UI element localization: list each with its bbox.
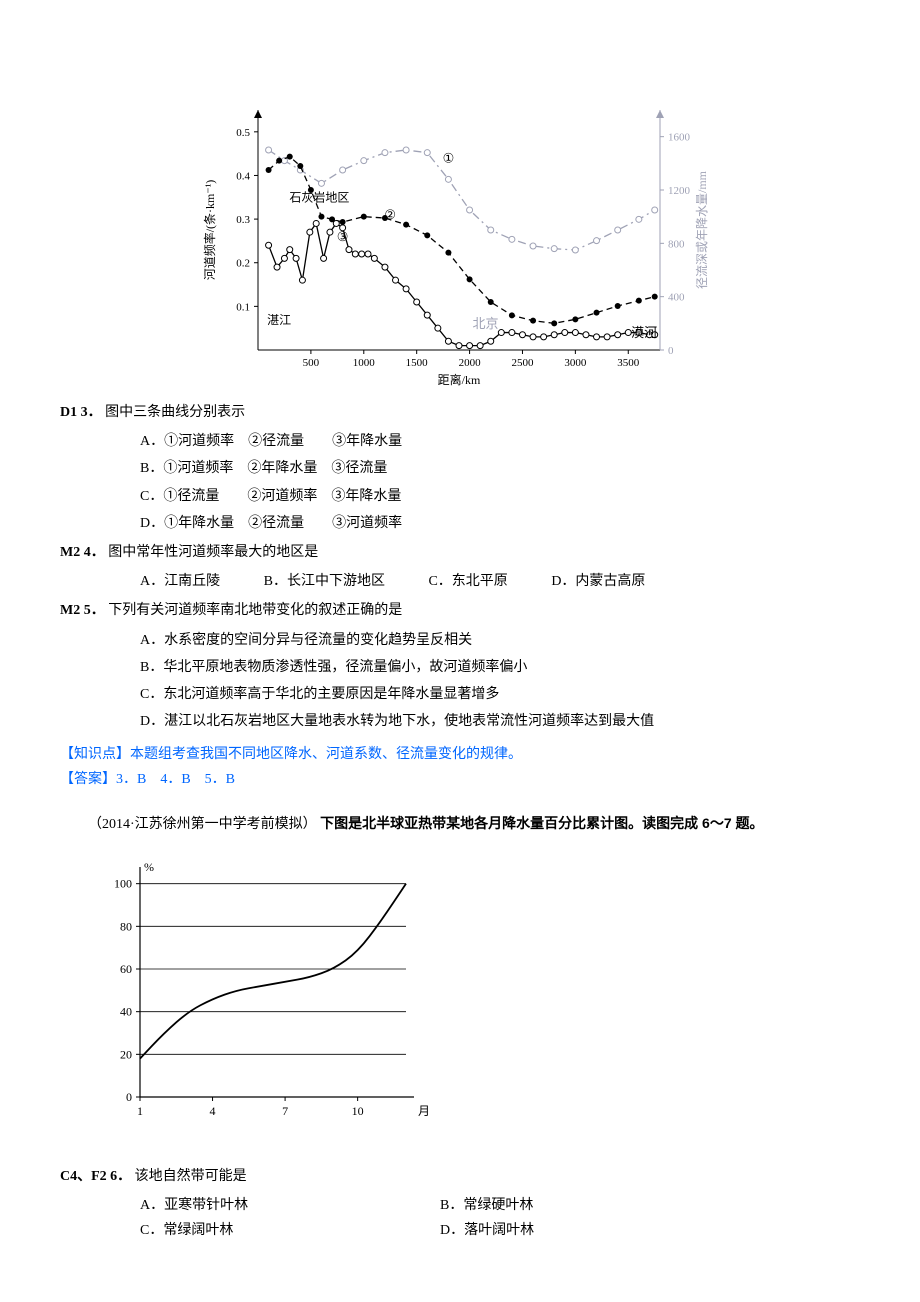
q5-options: A．水系密度的空间分异与径流量的变化趋势呈反相关 B．华北平原地表物质渗透性强，… [60, 628, 860, 735]
chart2-svg: 0 20 40 60 80 100 1 4 7 10% 月 [96, 857, 436, 1127]
source-67-text: 下图是北半球亚热带某地各月降水量百分比累计图。读图完成 6～7 题。 [320, 815, 763, 831]
svg-text:500: 500 [303, 357, 320, 369]
q3-stem: 图中三条曲线分别表示 [105, 405, 245, 420]
q6-options: A．亚寒带针叶林 B．常绿硬叶林 C．常绿阔叶林 D．落叶阔叶林 [60, 1193, 860, 1243]
chart1-svg: 0.1 0.2 0.3 0.4 0.5 0 400 800 1200 1600 500 1000 150… [200, 100, 720, 390]
q4-tag: M2 4． [60, 545, 105, 560]
svg-text:径流深或年降水量/mm: 径流深或年降水量/mm [695, 170, 709, 289]
q6-opt-c: C．常绿阔叶林 [140, 1218, 440, 1243]
svg-text:100: 100 [114, 876, 132, 890]
svg-text:1: 1 [137, 1104, 143, 1118]
chart2-container: 0 20 40 60 80 100 1 4 7 10% 月 [96, 857, 860, 1136]
q4-options: A．江南丘陵 B．长江中下游地区 C．东北平原 D．内蒙古高原 [60, 569, 860, 594]
q3-tag: D1 3． [60, 405, 102, 420]
q5-opt-d: D．湛江以北石灰岩地区大量地表水转为地下水，使地表常流性河道频率达到最大值 [140, 709, 860, 734]
svg-text:0: 0 [126, 1090, 132, 1104]
q5-opt-b: B．华北平原地表物质渗透性强，径流量偏小，故河道频率偏小 [140, 655, 860, 680]
q3-options: A．①河道频率 ②径流量 ③年降水量 B．①河道频率 ②年降水量 ③径流量 C．… [60, 429, 860, 536]
q4-stem: 图中常年性河道频率最大的地区是 [108, 545, 318, 560]
svg-text:③: ③ [337, 229, 349, 244]
svg-text:②: ② [384, 207, 396, 222]
q4-opt-a: A．江南丘陵 [140, 569, 220, 594]
svg-text:0.2: 0.2 [236, 258, 250, 270]
q3-opt-d: D．①年降水量 ②径流量 ③河道频率 [140, 511, 860, 536]
q4-opt-b: B．长江中下游地区 [264, 569, 385, 594]
q6-opt-d: D．落叶阔叶林 [440, 1218, 740, 1243]
q4-opt-d: D．内蒙古高原 [551, 569, 645, 594]
svg-text:400: 400 [668, 292, 685, 304]
svg-text:%: % [144, 860, 154, 874]
q5-line: M2 5． 下列有关河道频率南北地带变化的叙述正确的是 [60, 598, 860, 623]
svg-text:2500: 2500 [511, 357, 534, 369]
q5-opt-a: A．水系密度的空间分异与径流量的变化趋势呈反相关 [140, 628, 860, 653]
answer-345: 【答案】3．B 4．B 5．B [60, 767, 860, 792]
q3-opt-a: A．①河道频率 ②径流量 ③年降水量 [140, 429, 860, 454]
source-67: （2014·江苏徐州第一中学考前模拟） 下图是北半球亚热带某地各月降水量百分比累… [60, 811, 860, 837]
svg-text:0.4: 0.4 [236, 170, 250, 182]
q5-tag: M2 5． [60, 603, 105, 618]
q3-opt-c: C．①径流量 ②河道频率 ③年降水量 [140, 484, 860, 509]
q5-stem: 下列有关河道频率南北地带变化的叙述正确的是 [108, 603, 402, 618]
svg-text:1200: 1200 [668, 185, 691, 197]
svg-text:①: ① [443, 150, 455, 165]
q4-opt-c: C．东北平原 [428, 569, 507, 594]
q3-opt-b: B．①河道频率 ②年降水量 ③径流量 [140, 456, 860, 481]
svg-text:40: 40 [120, 1004, 132, 1018]
svg-text:1600: 1600 [668, 132, 691, 144]
source-67-label: （2014·江苏徐州第一中学考前模拟） [88, 817, 317, 832]
q5-opt-c: C．东北河道频率高于华北的主要原因是年降水量显著增多 [140, 682, 860, 707]
svg-text:0.5: 0.5 [236, 127, 250, 139]
q6-stem: 该地自然带可能是 [135, 1169, 247, 1184]
svg-text:0.3: 0.3 [236, 214, 250, 226]
svg-text:漠河: 漠河 [631, 325, 657, 340]
svg-text:河道频率/(条·km⁻¹): 河道频率/(条·km⁻¹) [202, 180, 217, 281]
svg-text:0.1: 0.1 [236, 301, 250, 313]
q4-line: M2 4． 图中常年性河道频率最大的地区是 [60, 540, 860, 565]
chart1-container: 0.1 0.2 0.3 0.4 0.5 0 400 800 1200 1600 500 1000 150… [60, 100, 860, 390]
svg-text:800: 800 [668, 238, 685, 250]
svg-text:2000: 2000 [459, 357, 482, 369]
svg-text:3500: 3500 [617, 357, 640, 369]
svg-text:距离/km: 距离/km [438, 372, 481, 387]
svg-text:4: 4 [210, 1104, 216, 1118]
q6-line: C4、F2 6． 该地自然带可能是 [60, 1164, 860, 1189]
svg-text:北京: 北京 [472, 316, 498, 331]
svg-text:1500: 1500 [406, 357, 429, 369]
svg-text:60: 60 [120, 962, 132, 976]
svg-text:10: 10 [352, 1104, 364, 1118]
svg-text:湛江: 湛江 [267, 313, 291, 327]
svg-text:1000: 1000 [353, 357, 376, 369]
knowledge-345: 【知识点】本题组考查我国不同地区降水、河道系数、径流量变化的规律。 [60, 742, 860, 767]
q6-tag: C4、F2 6． [60, 1169, 131, 1184]
q6-opt-b: B．常绿硬叶林 [440, 1193, 740, 1218]
svg-text:月: 月 [418, 1104, 430, 1118]
svg-text:0: 0 [668, 345, 674, 357]
svg-text:3000: 3000 [564, 357, 587, 369]
svg-text:80: 80 [120, 919, 132, 933]
q6-opt-a: A．亚寒带针叶林 [140, 1193, 440, 1218]
svg-text:7: 7 [282, 1104, 288, 1118]
q3-line: D1 3． 图中三条曲线分别表示 [60, 400, 860, 425]
svg-text:石灰岩地区: 石灰岩地区 [289, 190, 349, 205]
svg-text:20: 20 [120, 1047, 132, 1061]
